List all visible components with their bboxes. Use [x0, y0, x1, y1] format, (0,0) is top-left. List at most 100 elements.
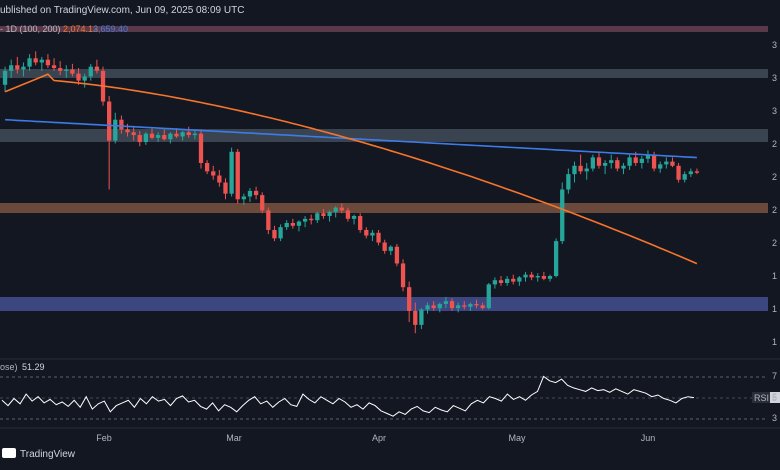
- zone-orange: [0, 203, 768, 213]
- candle-body: [58, 68, 63, 71]
- candle-body: [480, 305, 485, 309]
- candle-body: [345, 210, 351, 219]
- candle-body: [504, 278, 510, 284]
- zone-gray-middle: [0, 129, 768, 142]
- candle-body: [198, 133, 204, 163]
- candle-body: [51, 65, 57, 69]
- candle-body: [33, 58, 38, 63]
- candle-body: [590, 157, 595, 169]
- candle-body: [247, 190, 253, 197]
- candle-body: [235, 151, 240, 200]
- tv-logo-icon: [2, 448, 16, 458]
- price-tick-label: 1: [772, 337, 777, 347]
- candle-body: [602, 162, 608, 166]
- candle-body: [39, 59, 44, 63]
- candle-body: [76, 73, 81, 81]
- candle-body: [333, 207, 338, 212]
- candle-body: [425, 305, 430, 310]
- published-text: ublished on TradingView.com, Jun 09, 202…: [0, 5, 244, 16]
- candle-body: [358, 216, 363, 230]
- candle-body: [113, 119, 118, 141]
- candle-body: [131, 132, 136, 136]
- candle-body: [204, 162, 210, 172]
- price-tick-label: 2: [772, 172, 777, 182]
- rsi-tag-value: 5: [772, 393, 777, 403]
- rsi-tick-label: 3: [772, 413, 777, 423]
- candles-group: [2, 51, 700, 334]
- candle-body: [241, 196, 246, 200]
- candle-body: [578, 165, 583, 172]
- candle-body: [27, 58, 32, 67]
- candle-body: [541, 276, 547, 279]
- candle-body: [621, 165, 626, 169]
- candle-body: [278, 227, 283, 239]
- candle-body: [462, 305, 467, 307]
- footer-bar: [0, 446, 780, 470]
- candle-body: [309, 218, 314, 221]
- candle-body: [174, 133, 179, 137]
- candle-body: [302, 218, 308, 222]
- candle-body: [266, 210, 271, 230]
- rsi-tag: [752, 392, 770, 403]
- candle-body: [272, 229, 277, 239]
- candle-body: [94, 66, 100, 71]
- ma-legend-prefix: - 1D (100, 200): [0, 24, 61, 34]
- candle-body: [296, 221, 302, 226]
- candle-body: [107, 101, 112, 141]
- candle-body: [517, 277, 522, 282]
- tradingview-logo: TradingView: [2, 448, 76, 460]
- candle-body: [676, 165, 681, 180]
- candle-body: [284, 222, 289, 228]
- candle-body: [645, 154, 651, 159]
- date-tick-label: Mar: [226, 433, 242, 443]
- rsi-tick-label: 7: [772, 371, 777, 381]
- candle-body: [609, 160, 614, 163]
- candle-body: [168, 133, 173, 140]
- candle-body: [639, 158, 644, 163]
- price-tick-label: 3: [772, 73, 777, 83]
- candle-body: [64, 69, 69, 71]
- candle-body: [449, 301, 455, 309]
- candle-body: [149, 133, 155, 138]
- candle-body: [529, 274, 534, 278]
- candle-body: [456, 305, 461, 309]
- zone-top-red: [0, 26, 768, 32]
- date-tick-label: Jun: [641, 433, 656, 443]
- zone-gray-upper: [0, 69, 768, 78]
- candle-body: [180, 132, 185, 137]
- candle-body: [584, 168, 589, 172]
- candle-body: [511, 278, 516, 282]
- candle-body: [492, 280, 498, 285]
- candle-body: [407, 287, 412, 311]
- price-tick-label: 2: [772, 238, 777, 248]
- candle-body: [394, 246, 400, 264]
- candle-body: [70, 69, 75, 74]
- candle-body: [419, 309, 424, 325]
- price-tick-label: 3: [772, 106, 777, 116]
- zone-blue: [0, 297, 768, 311]
- candle-body: [382, 242, 387, 251]
- price-tick-label: 1: [772, 304, 777, 314]
- price-tick-label: 2: [772, 139, 777, 149]
- candle-body: [21, 66, 26, 70]
- price-axis[interactable]: [768, 22, 780, 447]
- price-tick-label: 3: [772, 40, 777, 50]
- candle-body: [413, 310, 418, 325]
- date-tick-label: Feb: [96, 433, 112, 443]
- ma100-value: 2,074.13: [63, 24, 98, 34]
- candle-body: [474, 303, 479, 306]
- candle-body: [664, 161, 669, 165]
- candle-body: [400, 263, 406, 288]
- candle-body: [627, 157, 632, 166]
- candle-body: [9, 65, 14, 71]
- rsi-value: 51.29: [22, 362, 45, 372]
- candle-body: [290, 222, 295, 226]
- candle-body: [192, 133, 198, 136]
- date-tick-label: Apr: [372, 433, 386, 443]
- price-tick-label: 2: [772, 205, 777, 215]
- candle-body: [260, 195, 265, 211]
- candle-body: [119, 119, 124, 130]
- date-axis[interactable]: Feb Mar Apr May Jun: [96, 433, 655, 443]
- candle-body: [596, 157, 602, 166]
